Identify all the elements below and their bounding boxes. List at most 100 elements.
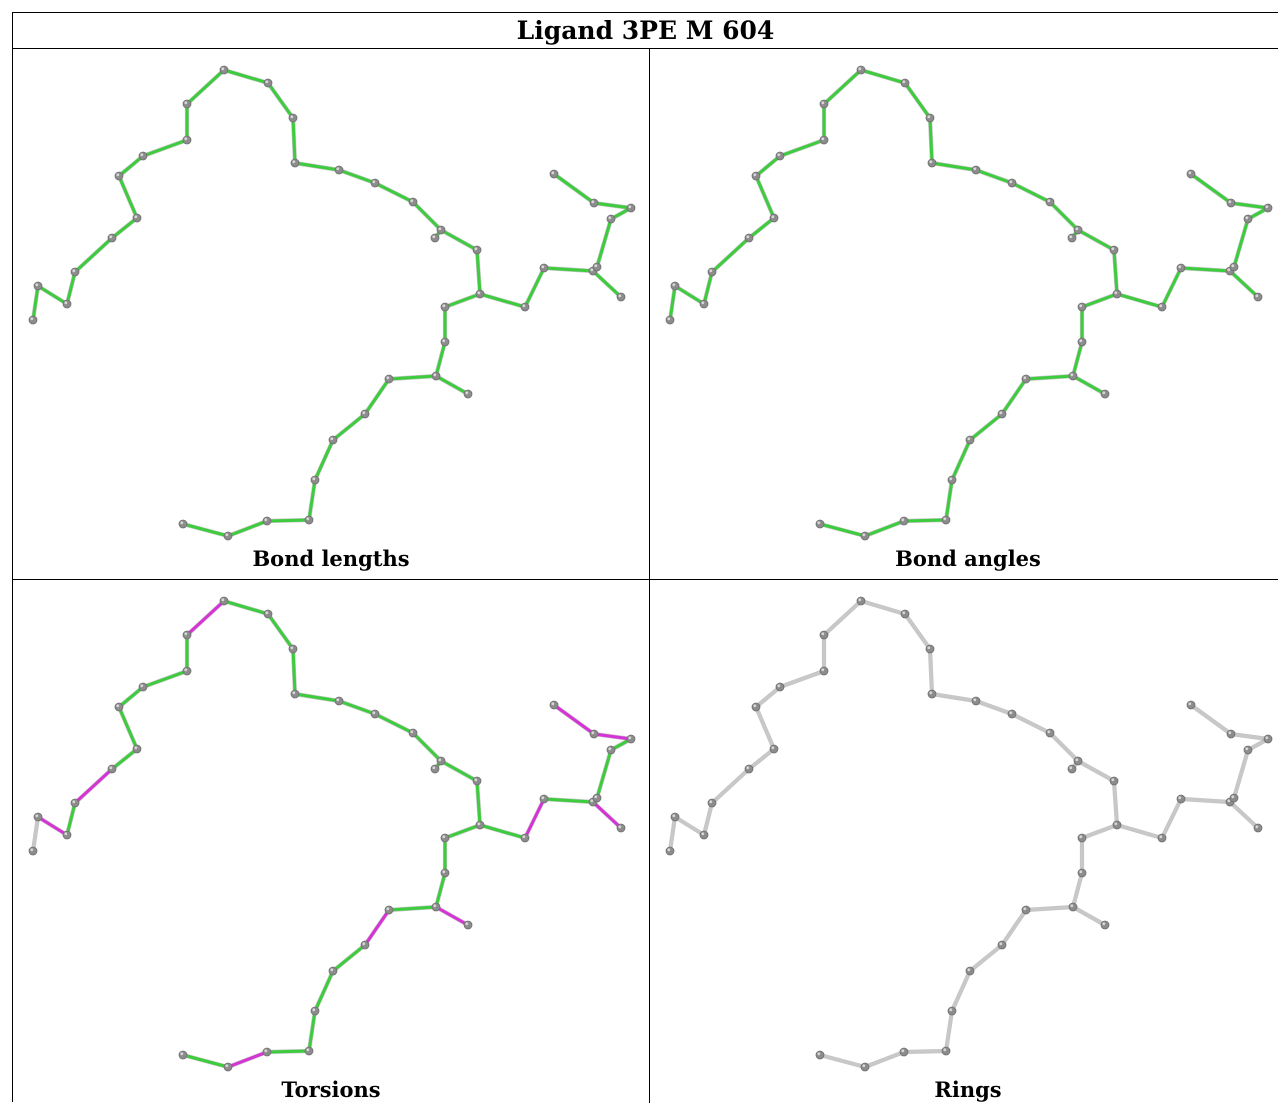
atom-0: [665, 846, 675, 856]
bond-22: [434, 905, 470, 927]
molecule-diagram-torsions: [28, 596, 636, 1072]
atom-41: [1186, 169, 1196, 179]
atom-14: [334, 165, 344, 175]
atom-22: [431, 902, 441, 912]
atom-33: [520, 833, 530, 843]
atom-31: [815, 1050, 825, 1060]
atom-highlight: [1227, 268, 1231, 272]
bond-19: [443, 292, 482, 309]
atom-highlight: [386, 907, 390, 911]
bond-37: [595, 748, 613, 800]
atom-highlight: [771, 746, 775, 750]
atom-highlight: [184, 137, 188, 141]
atom-highlight: [116, 704, 120, 708]
atom-highlight: [330, 437, 334, 441]
atom-highlight: [591, 200, 595, 204]
bond-28: [902, 1049, 948, 1054]
atom-highlight: [858, 598, 862, 602]
bond-11: [903, 612, 932, 651]
atom-highlight: [522, 835, 526, 839]
bond-14: [974, 168, 1014, 185]
atom-highlight: [967, 437, 971, 441]
atom-highlight: [312, 477, 316, 481]
atom-3: [707, 267, 717, 277]
atom-highlight: [862, 1064, 866, 1068]
atom-highlight: [999, 411, 1003, 415]
atom-highlight: [64, 832, 68, 836]
atom-highlight: [973, 698, 977, 702]
atom-highlight: [1188, 171, 1192, 175]
atom-26: [965, 435, 975, 445]
atom-highlight: [1079, 870, 1083, 874]
bond-3: [710, 767, 751, 805]
atom-highlight: [432, 235, 436, 239]
bond-17: [439, 228, 479, 252]
atom-highlight: [590, 268, 594, 272]
bond-9: [185, 599, 226, 637]
atom-7: [138, 151, 148, 161]
atom-16: [1045, 197, 1055, 207]
bond-40: [1189, 172, 1233, 205]
bond-26: [950, 969, 972, 1013]
atom-highlight: [618, 825, 622, 829]
atom-highlight: [701, 301, 705, 305]
atom-10: [219, 65, 229, 75]
atom-24: [384, 905, 394, 915]
bond-2: [65, 270, 77, 306]
atom-highlight: [821, 668, 825, 672]
atom-highlight: [949, 477, 953, 481]
bond-25: [331, 943, 367, 973]
panel-bond-lengths: Bond lengths: [13, 49, 649, 575]
atom-7: [138, 682, 148, 692]
atom-highlight: [753, 704, 757, 708]
bond-6: [754, 154, 782, 178]
atom-3: [707, 798, 717, 808]
bond-34: [1179, 797, 1232, 804]
bond-0: [31, 815, 40, 853]
atom-14: [334, 696, 344, 706]
atom-highlight: [64, 301, 68, 305]
molecule-diagram-bond-angles: [665, 65, 1273, 541]
atom-2: [699, 299, 709, 309]
bond-40: [1189, 703, 1233, 736]
bond-32: [478, 292, 527, 309]
atom-highlight: [140, 684, 144, 688]
bond-19: [1080, 292, 1119, 309]
caption-rings: Rings: [934, 1077, 1002, 1102]
atom-highlight: [442, 304, 446, 308]
atom-39: [626, 203, 636, 213]
atom-highlight: [753, 173, 757, 177]
panel-bond-angles: Bond angles: [650, 49, 1278, 575]
bond-6: [117, 154, 145, 178]
bond-35: [591, 269, 623, 299]
bond-33: [523, 797, 546, 840]
atom-highlight: [821, 137, 825, 141]
atom-highlight: [618, 294, 622, 298]
atom-highlight: [184, 101, 188, 105]
atom-4: [107, 233, 117, 243]
atom-29: [262, 516, 272, 526]
bond-12: [928, 116, 934, 165]
bond-32: [1115, 292, 1164, 309]
bond-29: [226, 1050, 269, 1069]
atom-highlight: [72, 269, 76, 273]
atom-3: [70, 267, 80, 277]
atom-33: [1157, 302, 1167, 312]
bond-1: [673, 815, 706, 837]
atom-20: [1077, 833, 1087, 843]
bond-13: [293, 161, 341, 172]
atom-highlight: [522, 304, 526, 308]
atom-highlight: [372, 711, 376, 715]
bond-34: [1179, 266, 1232, 273]
atom-4: [744, 764, 754, 774]
bond-30: [818, 1053, 867, 1069]
bond-35: [591, 800, 623, 830]
atom-highlight: [134, 215, 138, 219]
panel-rings: Rings: [650, 580, 1278, 1106]
bond-1: [36, 815, 69, 837]
atom-highlight: [477, 822, 481, 826]
atom-12: [288, 644, 298, 654]
bond-23: [387, 374, 438, 381]
atom-20: [1077, 302, 1087, 312]
bond-33: [523, 266, 546, 309]
